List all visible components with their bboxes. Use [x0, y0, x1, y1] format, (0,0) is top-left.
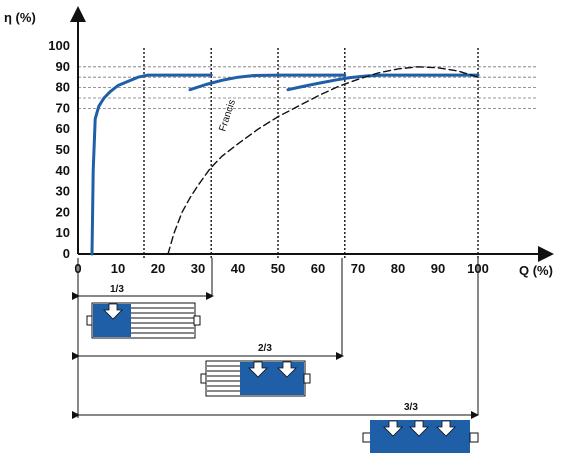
y-tick-label: 20: [56, 204, 70, 219]
series-line-2: [188, 73, 347, 92]
horizontal-reference-lines: [78, 66, 538, 109]
turbine-3-of-3-icon: [362, 420, 479, 453]
series-line-francis: [167, 66, 479, 255]
unit-label-3-3: 3/3: [404, 402, 418, 413]
y-tick-label: 50: [56, 142, 70, 157]
y-tick-label: 30: [56, 184, 70, 199]
x-tick-label: 30: [191, 261, 205, 276]
x-axis-label: Q (%): [519, 263, 553, 278]
unit-label-2-3: 2/3: [258, 343, 272, 354]
x-tick-label: 40: [231, 261, 245, 276]
x-tick-labels: 0 10 20 30 40 50 60 70 80 90 100: [74, 261, 488, 276]
y-tick-label: 60: [56, 121, 70, 136]
series-line-3: [286, 73, 480, 92]
series-label-francis: Francis: [217, 98, 238, 133]
y-tick-label: 80: [56, 80, 70, 95]
x-tick-label: 10: [111, 261, 125, 276]
data-series: [90, 66, 480, 256]
unit-brackets: [72, 258, 479, 419]
x-tick-label: 90: [431, 261, 445, 276]
y-tick-label: 0: [63, 246, 70, 261]
x-tick-label: 50: [271, 261, 285, 276]
x-tick-label: 80: [391, 261, 405, 276]
y-tick-label: 90: [56, 59, 70, 74]
series-line-1: [90, 73, 213, 256]
vertical-reference-lines: [143, 46, 479, 258]
unit-label-1-3: 1/3: [110, 284, 124, 295]
turbine-1-of-3-icon: [86, 302, 201, 339]
y-tick-label: 70: [56, 100, 70, 115]
y-tick-label: 40: [56, 163, 70, 178]
y-tick-label: 10: [56, 225, 70, 240]
x-tick-label: 70: [351, 261, 365, 276]
turbine-2-of-3-icon: [200, 360, 311, 397]
y-tick-labels: 0 10 20 30 40 50 60 70 80 90 100: [48, 38, 70, 261]
y-axis-label: η (%): [4, 10, 36, 25]
y-tick-label: 100: [48, 38, 70, 53]
x-tick-label: 60: [311, 261, 325, 276]
x-tick-label: 20: [151, 261, 165, 276]
